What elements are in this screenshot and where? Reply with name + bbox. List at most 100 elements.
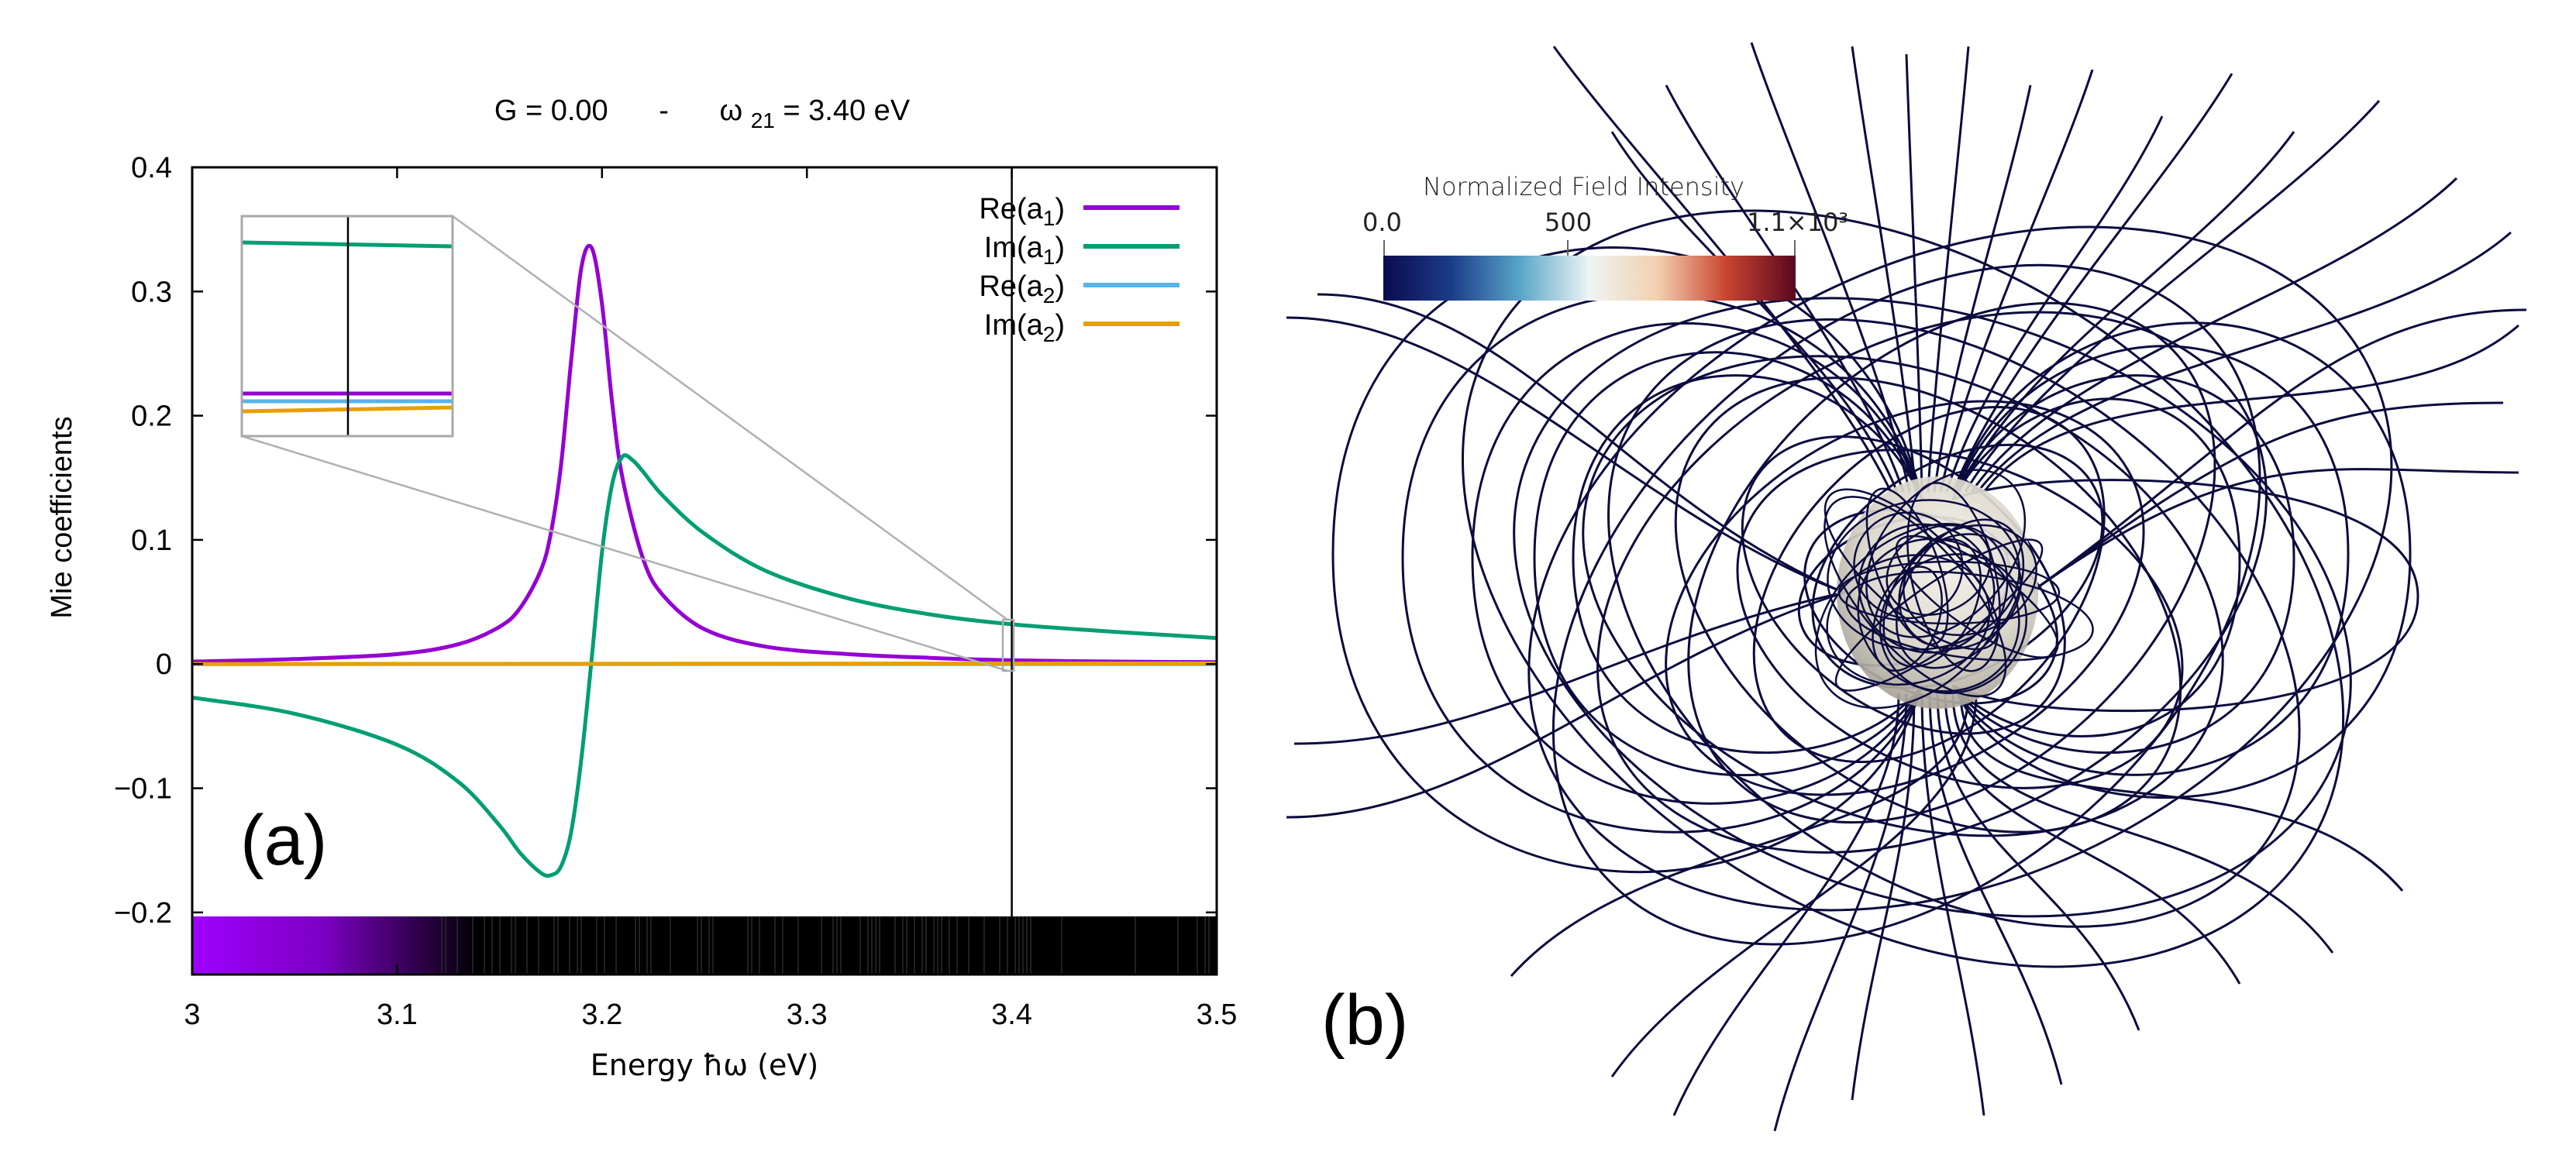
field-loop-near	[1896, 518, 2025, 669]
field-line	[1951, 321, 2412, 799]
field-line	[1970, 177, 2458, 493]
field-loop	[1461, 209, 2345, 968]
field-line	[1286, 591, 1845, 819]
inset-connector-bottom	[241, 435, 1008, 672]
field-loop	[1752, 406, 2106, 764]
field-loop-near	[1906, 482, 2001, 672]
title-g-part: G = 0.00	[494, 95, 608, 127]
field-loop-near	[1814, 523, 2009, 710]
energy-color-strip	[192, 916, 1217, 975]
x-tick-label: 3.4	[991, 999, 1032, 1031]
legend-label-1: Re(a1)	[979, 193, 1065, 230]
field-line	[1951, 374, 2295, 755]
field-line	[1936, 693, 2140, 1031]
x-tick-label: 3.5	[1197, 999, 1238, 1031]
field-line	[1533, 351, 1923, 777]
y-tick-label: 0.2	[131, 400, 172, 433]
field-line	[1952, 479, 2419, 713]
colorbar	[1383, 256, 1796, 301]
x-tick-label: 3.2	[581, 999, 622, 1031]
field-loop-near	[1837, 560, 2061, 625]
legend-label-4: Im(a2)	[984, 309, 1065, 346]
series-line-2	[192, 453, 1217, 878]
field-line	[1905, 53, 1923, 493]
y-axis-label: Mie coefficients	[46, 416, 78, 618]
title-dash: -	[659, 95, 669, 127]
series-layer	[192, 243, 1217, 878]
field-loop	[1513, 297, 2352, 918]
field-line	[1944, 693, 2241, 985]
field-line	[1317, 293, 1845, 594]
x-tick-label: 3	[184, 999, 200, 1031]
field-loop	[1665, 400, 2145, 796]
inset-connector-top	[452, 215, 1008, 621]
y-tick-label: 0.3	[131, 276, 172, 308]
colorbar-min-label: 0.0	[1362, 208, 1402, 237]
field-line	[1933, 84, 2032, 493]
near-sphere-field-lines	[1814, 469, 2094, 710]
field-line	[2030, 308, 2527, 594]
field-line	[1927, 46, 1970, 493]
field-loop-near	[1886, 524, 1992, 617]
field-line	[1331, 246, 1923, 874]
field-line	[1951, 345, 2350, 776]
field-loop	[1527, 225, 2393, 912]
field-loop-near	[1845, 571, 2094, 662]
title-omega-value: = 3.40 eV	[783, 95, 910, 127]
field-loop	[1674, 376, 2182, 834]
zoom-inset	[240, 215, 1015, 672]
x-tick-label: 3.1	[377, 999, 418, 1031]
colorbar-mid-label: 500	[1545, 208, 1592, 237]
field-line	[1510, 693, 1970, 977]
y-tick-label: −0.2	[114, 897, 172, 930]
field-loop-near	[1882, 538, 1982, 668]
y-tick-label: 0.4	[131, 152, 172, 184]
y-tick-labels: 0.4 0.3 0.2 0.1 0 −0.1 −0.2	[114, 152, 172, 930]
field-line	[1471, 322, 1923, 805]
y-tick-label: 0.1	[131, 524, 172, 557]
field-line	[1982, 324, 2519, 493]
field-loop	[1551, 263, 2261, 946]
field-line	[1293, 591, 1845, 745]
chart-title: G = 0.00 - ω 21 = 3.40 eV	[494, 95, 911, 135]
panel-b-field-lines: Normalized Field Intensity 0.0 500 1.1×1…	[1286, 42, 2527, 1132]
field-loop-near	[1898, 533, 2022, 650]
colorbar-max-label: 1.1×10³	[1747, 208, 1848, 237]
legend-label-2: Im(a1)	[984, 232, 1065, 269]
field-line	[1939, 69, 2094, 493]
x-axis-label: Energy ħω (eV)	[591, 1048, 818, 1082]
series-line-1	[192, 243, 1217, 665]
colorbar-title: Normalized Field Intensity	[1423, 172, 1744, 201]
field-line	[1945, 115, 2164, 493]
field-line	[1951, 397, 2241, 737]
panel-a-label: (a)	[240, 801, 327, 880]
field-line	[2030, 401, 2504, 594]
field-line	[1959, 693, 2404, 892]
field-loop-near	[1824, 488, 1999, 651]
field-loop-near	[1853, 511, 1964, 620]
x-tick-labels: 3 3.1 3.2 3.3 3.4 3.5	[184, 999, 1237, 1031]
legend: Re(a1)Im(a1)Re(a2)Im(a2)	[979, 193, 1180, 346]
field-loop	[1607, 318, 2301, 928]
field-loop-near	[1824, 496, 2007, 698]
axis-ticks	[191, 166, 1218, 975]
field-lines	[1286, 42, 2527, 1132]
panel-b-label: (b)	[1321, 981, 1408, 1060]
x-tick-label: 3.3	[787, 999, 828, 1031]
field-line	[1286, 316, 1845, 594]
field-line	[1958, 131, 2295, 493]
field-loop-near	[1879, 553, 2028, 695]
field-loop-near	[1826, 554, 1991, 686]
field-line	[1976, 231, 2512, 493]
field-line	[1572, 374, 1923, 755]
field-line	[1951, 693, 2334, 954]
field-loop	[1687, 301, 2216, 824]
inset-frame	[240, 215, 454, 438]
field-loop	[1736, 449, 2184, 789]
series-line-4	[192, 661, 1217, 666]
field-loop	[1582, 355, 2224, 837]
y-tick-label: −0.1	[114, 773, 172, 806]
legend-label-3: Re(a2)	[979, 270, 1065, 308]
field-line	[1401, 293, 1923, 834]
